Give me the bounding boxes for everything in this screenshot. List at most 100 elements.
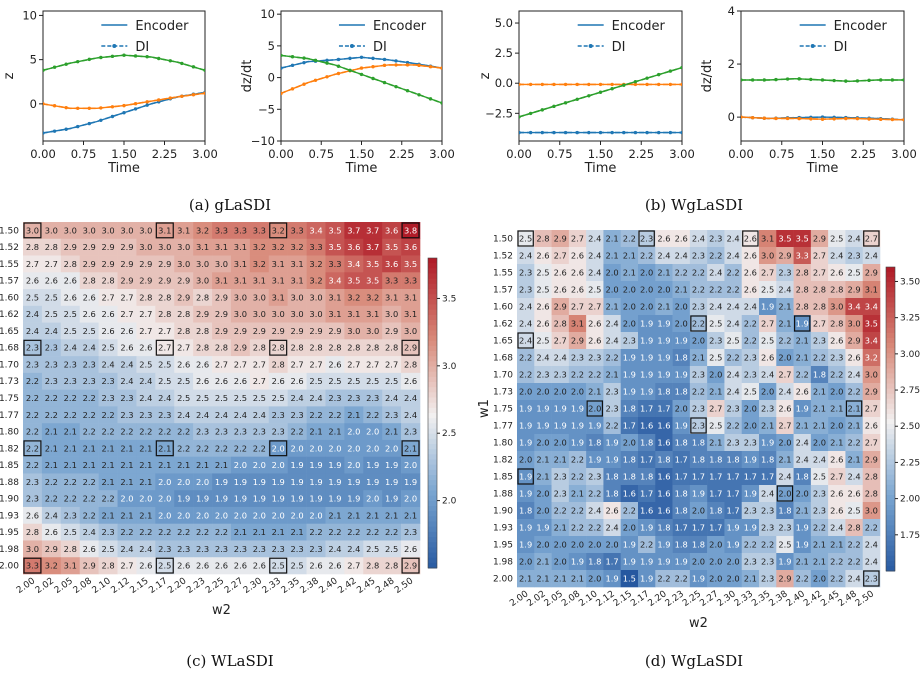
c-heatmap-cell [23,473,43,491]
d-heatmap-value: 2.0 [796,489,809,499]
c-heatmap-cell [98,490,118,508]
d-heatmap-value: 2.3 [761,404,774,414]
a2-xtick-label: 3.00 [429,147,455,161]
c-ytick-label: 1.70 [0,360,19,370]
c-heatmap-value: 2.2 [83,477,96,487]
d-colorbar-segment [886,297,895,303]
c-heatmap-value: 2.1 [120,510,133,520]
c-heatmap-value: 2.9 [120,242,133,252]
d-heatmap-value: 2.5 [847,268,860,278]
d-heatmap-value: 2.3 [744,353,757,363]
c-heatmap-value: 2.2 [83,494,96,504]
c-heatmap-value: 2.1 [177,460,190,470]
d-heatmap-value: 2.2 [571,455,584,465]
c-heatmap-cell [98,356,118,374]
d-heatmap-value: 1.6 [657,421,670,431]
c-heatmap-cell [230,356,251,374]
c-heatmap-value: 2.3 [26,359,39,369]
c-heatmap-cell [79,238,99,256]
d-heatmap-value: 2.4 [796,455,809,465]
d-colorbar-segment [886,413,895,420]
d-heatmap-value: 1.9 [623,557,636,567]
a1-xtick-label: 0.75 [71,147,97,161]
c-heatmap-cell [155,473,175,491]
d-heatmap-value: 2.6 [605,506,618,516]
d-heatmap-value: 2.4 [588,268,601,278]
c-heatmap-cell [193,255,213,273]
c-heatmap-value: 3.3 [234,225,247,235]
c-heatmap-value: 2.6 [328,561,341,571]
c-heatmap-cell [117,356,137,374]
c-colorbar-segment [428,547,437,553]
d-heatmap-value: 3.2 [865,353,878,363]
a2-series-orange-point [394,63,398,67]
d-heatmap-value: 1.7 [726,506,739,516]
c-colorbar-segment [428,542,437,548]
c-heatmap-value: 3.5 [347,276,360,286]
d-heatmap-value: 2.3 [778,523,791,533]
c-heatmap-value: 2.3 [291,410,304,420]
c-heatmap-value: 2.9 [177,292,190,302]
c-heatmap-cell [382,339,402,357]
d-heatmap-value: 2.9 [865,455,878,465]
c-heatmap-value: 2.0 [253,460,266,470]
d-heatmap-value: 1.9 [554,404,567,414]
c-heatmap-value: 2.3 [158,544,171,554]
c-heatmap-cell [363,372,383,390]
d-heatmap-value: 2.4 [744,302,757,312]
d-heatmap-value: 1.9 [761,302,774,312]
c-heatmap-cell [41,372,62,390]
d-colorbar-segment [886,505,895,511]
d-heatmap-value: 3.5 [796,234,809,244]
a2-series-orange-point [428,65,433,69]
c-heatmap-value: 2.7 [366,359,379,369]
c-colorbar-segment [428,464,437,471]
a2-series-orange-point [302,82,306,86]
d-heatmap-value: 1.7 [640,455,653,465]
c-heatmap-value: 2.0 [347,443,360,453]
d-heatmap-value: 2.2 [813,353,826,363]
d-colorbar-segment [886,459,895,466]
d-heatmap-value: 2.0 [744,404,757,414]
d-heatmap-value: 2.4 [830,523,843,533]
c-heatmap-cell [136,490,156,508]
d-heatmap-value: 1.9 [761,438,774,448]
d-heatmap-value: 2.7 [778,421,791,431]
d-heatmap-value: 2.2 [692,285,705,295]
c-heatmap-value: 2.5 [234,393,247,403]
d-colorbar-segment [886,267,895,273]
c-heatmap-value: 2.9 [328,326,341,336]
c-heatmap-cell [401,490,421,508]
b2-series-green-point [741,78,743,82]
d-heatmap-value: 2.3 [554,370,567,380]
c-heatmap-value: 3.0 [234,309,247,319]
c-heatmap-value: 2.3 [45,343,58,353]
d-heatmap-value: 2.2 [588,370,601,380]
c-heatmap-value: 3.0 [139,225,152,235]
a1-series-orange-point [76,106,80,110]
c-heatmap-value: 2.0 [139,494,152,504]
c-heatmap-cell [41,406,62,424]
c-heatmap-value: 2.2 [83,410,96,420]
c-heatmap-value: 3.0 [26,544,39,554]
b1-series-orange-point [610,82,614,87]
c-heatmap-value: 2.0 [253,510,266,520]
c-heatmap-cell [98,238,118,256]
a1-ylabel: z [2,72,17,79]
c-heatmap-cell [325,389,345,407]
d-heatmap-value: 1.9 [744,489,757,499]
d-ytick-label: 1.90 [493,507,513,517]
c-heatmap-cell [382,305,402,323]
c-xtick-label: 2.02 [34,576,56,596]
c-heatmap-cell [79,389,99,407]
d-heatmap-value: 2.7 [865,404,878,414]
c-heatmap-value: 2.2 [215,527,228,537]
c-heatmap-cell [155,372,175,390]
c-heatmap-cell [41,423,62,441]
c-heatmap-value: 2.0 [347,460,360,470]
c-xtick-label: 2.50 [393,576,415,596]
d-heatmap-value: 1.9 [640,353,653,363]
d-heatmap-value: 2.7 [761,319,774,329]
c-heatmap-cell [41,506,62,525]
b1-xlabel: Time [584,161,617,176]
